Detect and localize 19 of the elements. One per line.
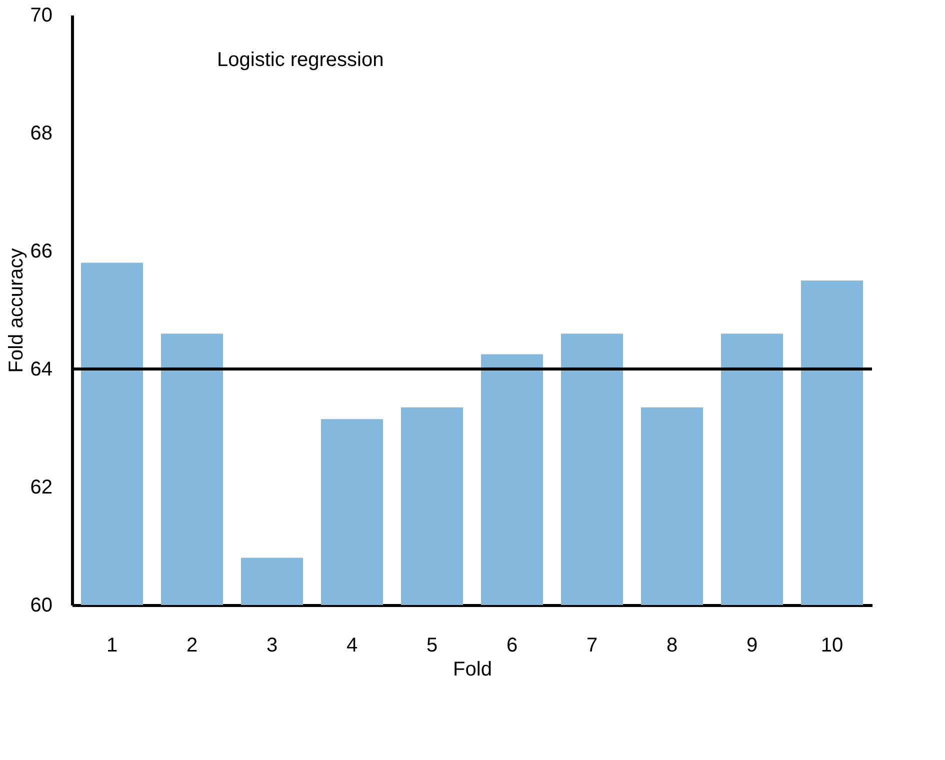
y-tick-label: 64 — [30, 358, 52, 380]
x-tick-label: 8 — [666, 634, 678, 656]
y-tick-label: 68 — [30, 122, 52, 144]
x-tick-label: 4 — [346, 634, 358, 656]
y-tick-label: 62 — [30, 476, 52, 498]
x-axis-title: Fold — [453, 658, 492, 680]
y-tick-label: 66 — [30, 240, 52, 262]
x-tick-label: 1 — [106, 634, 118, 656]
y-axis-title: Fold accuracy — [5, 248, 28, 373]
x-tick-label: 7 — [586, 634, 598, 656]
x-tick-label: 5 — [426, 634, 438, 656]
x-tick-label: 10 — [820, 634, 844, 656]
y-tick-label: 60 — [30, 594, 52, 616]
x-tick-label: 6 — [506, 634, 518, 656]
x-tick-label: 2 — [186, 634, 198, 656]
y-tick-label: 70 — [30, 4, 52, 26]
x-tick-label: 9 — [746, 634, 758, 656]
annotation: Logistic regression — [217, 49, 384, 71]
x-tick-label: 3 — [266, 634, 278, 656]
